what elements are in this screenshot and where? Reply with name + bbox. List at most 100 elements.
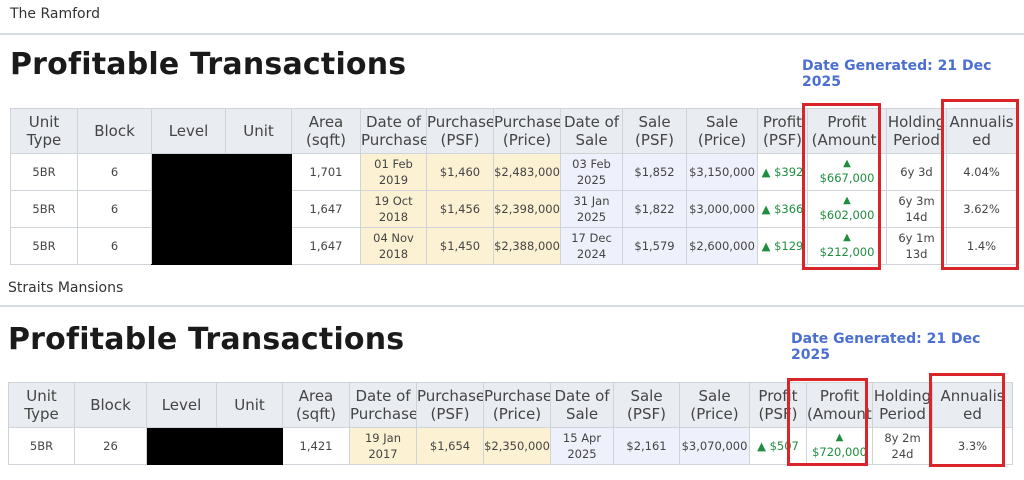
cell-purchase-psf: $1,654 xyxy=(416,427,484,465)
table-row: 5BR 6 1,701 01 Feb 2019 $1,460 $2,483,00… xyxy=(10,153,1017,265)
profit-amount-highlight xyxy=(787,378,868,466)
cell-purchase-psf: $1,460 xyxy=(426,153,494,191)
cell-purchase-psf: $1,456 xyxy=(426,190,494,228)
cell-profit-amount: ▲ $602,000 xyxy=(807,190,887,228)
profit-amount-value: $720,000 xyxy=(812,445,867,459)
col-header: Block xyxy=(74,382,147,428)
col-header: Date of Purchase xyxy=(360,108,427,154)
cell-purchase-psf: $1,450 xyxy=(426,227,494,265)
cell-holding-period: 8y 2m 24d xyxy=(872,427,933,465)
cell-purchase-price: $2,350,000 xyxy=(483,427,551,465)
cell-annualised: 3.62% xyxy=(946,190,1017,228)
col-header: Sale (Price) xyxy=(686,108,758,154)
transactions-table: Unit Type Block Level Unit Area (sqft) D… xyxy=(8,382,1013,465)
cell-purchase-price: $2,483,000 xyxy=(493,153,561,191)
cell-annualised: 4.04% xyxy=(946,153,1017,191)
col-header: Unit Type xyxy=(10,108,78,154)
col-header: Purchase (Price) xyxy=(483,382,551,428)
profit-amount-value: $602,000 xyxy=(819,208,875,222)
cell-profit-psf: ▲ $392 xyxy=(757,153,808,191)
col-header: Date of Sale xyxy=(560,108,623,154)
date-generated: Date Generated: 21 Dec 2025 xyxy=(802,58,992,90)
col-header: Area (sqft) xyxy=(291,108,361,154)
page-title: Profitable Transactions xyxy=(8,322,405,357)
project-name: Straits Mansions xyxy=(8,280,124,296)
col-header: Holding Period xyxy=(872,382,933,428)
table-row: 5BR 26 1,421 19 Jan 2017 $1,654 $2,350,0… xyxy=(8,427,1013,465)
table-header-row: Unit Type Block Level Unit Area (sqft) D… xyxy=(10,108,1017,154)
cell-area: 1,647 xyxy=(291,190,361,228)
cell-purchase-date: 01 Feb 2019 xyxy=(360,153,427,191)
cell-unit-type: 5BR xyxy=(8,427,75,465)
cell-sale-price: $3,150,000 xyxy=(686,153,758,191)
col-header: Sale (Price) xyxy=(679,382,750,428)
section-divider xyxy=(0,305,1024,307)
project-name: The Ramford xyxy=(10,6,101,22)
cell-profit-amount: ▲ $667,000 xyxy=(807,153,887,191)
col-header: Sale (PSF) xyxy=(613,382,680,428)
up-arrow-icon: ▲ xyxy=(843,158,851,169)
cell-purchase-date: 19 Jan 2017 xyxy=(349,427,417,465)
up-arrow-icon: ▲ xyxy=(843,195,851,206)
cell-profit-psf: ▲ $129 xyxy=(757,227,808,265)
cell-sale-date: 31 Jan 2025 xyxy=(560,190,623,228)
col-header: Purchase (PSF) xyxy=(426,108,494,154)
profit-amount-highlight xyxy=(802,103,881,270)
cell-sale-date: 15 Apr 2025 xyxy=(550,427,614,465)
cell-unit-type: 5BR xyxy=(10,153,78,191)
cell-holding-period: 6y 3m 14d xyxy=(886,190,947,228)
cell-purchase-date: 04 Nov 2018 xyxy=(360,227,427,265)
col-header: Unit xyxy=(216,382,283,428)
redacted-cell xyxy=(151,153,292,265)
section-divider xyxy=(0,33,1024,35)
annualised-highlight xyxy=(929,373,1005,467)
cell-unit-type: 5BR xyxy=(10,190,78,228)
cell-sale-price: $2,600,000 xyxy=(686,227,758,265)
col-header: Profit (Amount) xyxy=(807,108,887,154)
col-header: Purchase (Price) xyxy=(493,108,561,154)
cell-profit-psf: ▲ $366 xyxy=(757,190,808,228)
cell-profit-amount: ▲ $720,000 xyxy=(806,427,873,465)
cell-sale-date: 17 Dec 2024 xyxy=(560,227,623,265)
cell-holding-period: 6y 3d xyxy=(886,153,947,191)
col-header: Holding Period xyxy=(886,108,947,154)
cell-block: 6 xyxy=(77,227,152,265)
col-header: Profit (PSF) xyxy=(749,382,807,428)
cell-area: 1,647 xyxy=(291,227,361,265)
col-header: Date of Purchase xyxy=(349,382,417,428)
col-header: Profit (Amount) xyxy=(806,382,873,428)
cell-sale-psf: $1,852 xyxy=(622,153,687,191)
cell-purchase-price: $2,388,000 xyxy=(493,227,561,265)
cell-area: 1,421 xyxy=(282,427,350,465)
profit-amount-value: $667,000 xyxy=(819,171,875,185)
cell-holding-period: 6y 1m 13d xyxy=(886,227,947,265)
up-arrow-icon: ▲ xyxy=(843,232,851,243)
cell-block: 26 xyxy=(74,427,147,465)
cell-purchase-date: 19 Oct 2018 xyxy=(360,190,427,228)
table-header-row: Unit Type Block Level Unit Area (sqft) D… xyxy=(8,382,1013,428)
cell-sale-price: $3,000,000 xyxy=(686,190,758,228)
cell-sale-date: 03 Feb 2025 xyxy=(560,153,623,191)
col-header: Date of Sale xyxy=(550,382,614,428)
table-row: 5BR 6 1,647 19 Oct 2018 $1,456 $2,398,00… xyxy=(10,190,1017,228)
col-header: Profit (PSF) xyxy=(757,108,808,154)
cell-profit-amount: ▲ $212,000 xyxy=(807,227,887,265)
col-header: Area (sqft) xyxy=(282,382,350,428)
page-title: Profitable Transactions xyxy=(10,47,407,82)
annualised-highlight xyxy=(941,99,1019,270)
cell-area: 1,701 xyxy=(291,153,361,191)
col-header: Level xyxy=(151,108,226,154)
cell-block: 6 xyxy=(77,190,152,228)
up-arrow-icon: ▲ xyxy=(835,432,844,443)
cell-sale-psf: $1,822 xyxy=(622,190,687,228)
redacted-cell xyxy=(146,427,283,465)
col-header: Annualis ed xyxy=(932,382,1013,428)
cell-unit-type: 5BR xyxy=(10,227,78,265)
table-row: 5BR 6 1,647 04 Nov 2018 $1,450 $2,388,00… xyxy=(10,227,1017,265)
col-header: Sale (PSF) xyxy=(622,108,687,154)
col-header: Unit xyxy=(225,108,292,154)
col-header: Block xyxy=(77,108,152,154)
col-header: Purchase (PSF) xyxy=(416,382,484,428)
transactions-table: Unit Type Block Level Unit Area (sqft) D… xyxy=(10,108,1017,265)
cell-block: 6 xyxy=(77,153,152,191)
